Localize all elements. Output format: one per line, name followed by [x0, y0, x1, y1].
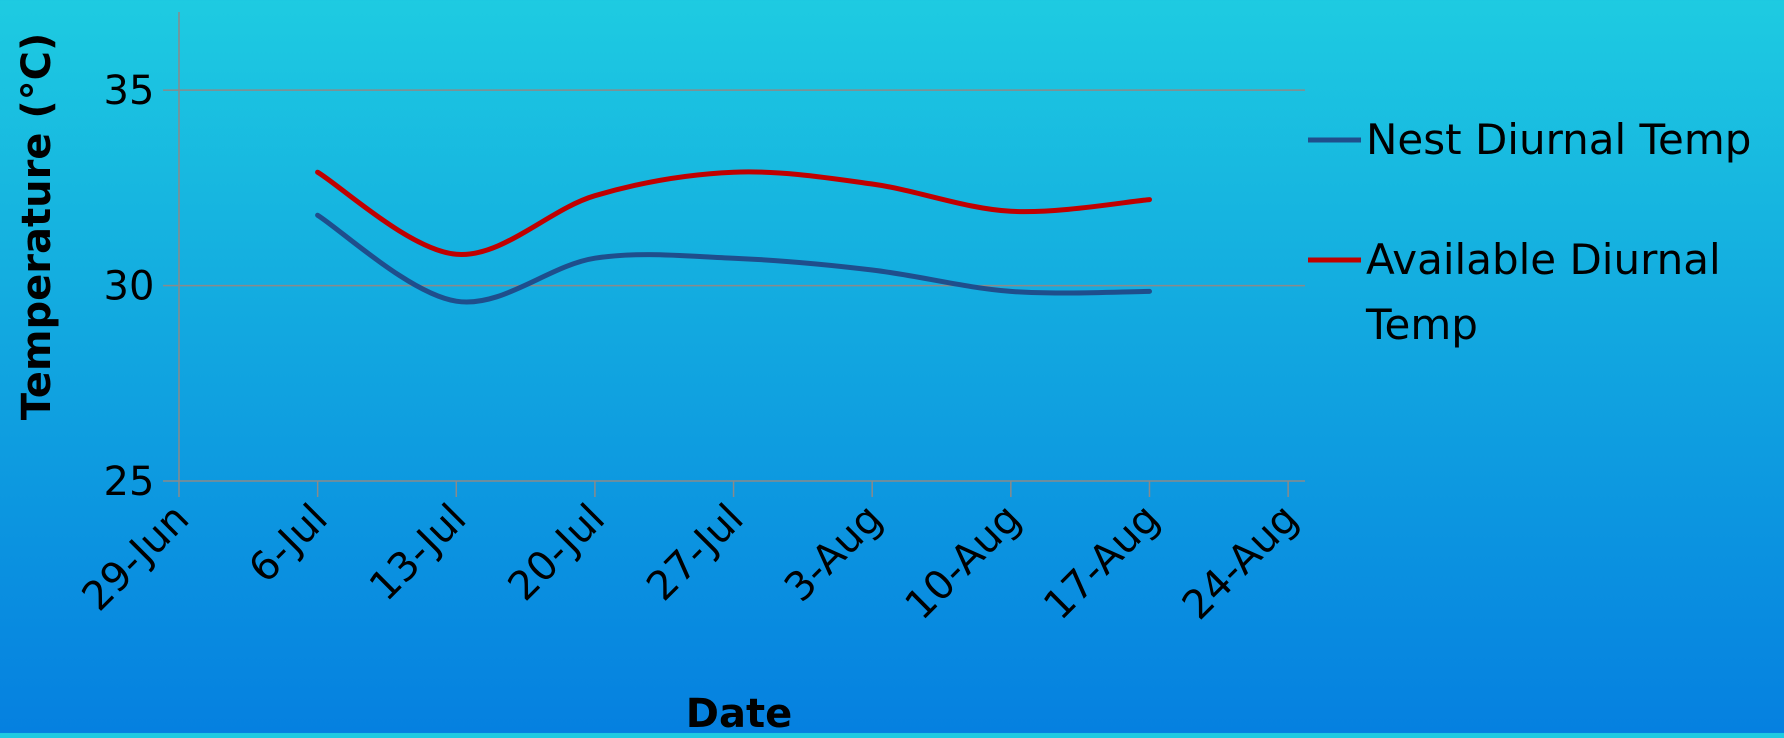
series-line-available-diurnal-temp: [315, 169, 1152, 257]
y-tick-label-35: 35: [104, 68, 155, 114]
axis-ticks: 25 30 35 29-Jun 6-Jul 13-Jul 20-Jul 27-Jul 3-Aug…: [74, 68, 1308, 629]
legend: Nest Diurnal Temp Available Diurnal Temp: [1308, 115, 1751, 349]
gridlines: [179, 89, 1305, 287]
y-axis-title: Temperature (°C): [14, 33, 60, 421]
series-lines: [315, 169, 1152, 305]
legend-label-line: Nest Diurnal Temp: [1366, 115, 1751, 164]
x-tick-label-24-aug: 24-Aug: [1174, 496, 1307, 629]
legend-label-line: Available Diurnal: [1366, 235, 1721, 284]
x-tick-label-13-jul: 13-Jul: [361, 496, 475, 610]
axes: [178, 12, 1305, 482]
x-tick-label-6-jul: 6-Jul: [240, 496, 336, 592]
y-tick-label-25: 25: [104, 459, 155, 505]
x-tick-label-20-jul: 20-Jul: [500, 496, 614, 610]
x-tick-label-29-jun: 29-Jun: [74, 496, 198, 620]
x-tick-label-27-jul: 27-Jul: [638, 496, 752, 610]
x-tick-label-10-aug: 10-Aug: [897, 496, 1030, 629]
legend-label-available-diurnal-temp: Available Diurnal Temp: [1365, 235, 1721, 349]
y-tick-label-30: 30: [104, 264, 155, 310]
x-axis-title: Date: [686, 691, 792, 733]
series-line-nest-diurnal-temp: [315, 212, 1152, 305]
legend-label-nest-diurnal-temp: Nest Diurnal Temp: [1366, 115, 1751, 164]
x-tick-label-3-aug: 3-Aug: [776, 496, 891, 611]
legend-label-line: Temp: [1365, 300, 1478, 349]
x-tick-label-17-aug: 17-Aug: [1035, 496, 1168, 629]
